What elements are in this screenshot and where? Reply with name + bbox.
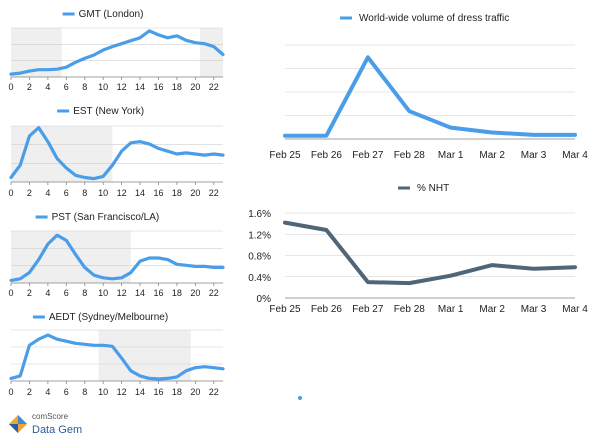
legend-label: % NHT	[417, 183, 449, 194]
x-tick-label: 12	[117, 188, 127, 198]
x-tick-label: 4	[45, 288, 50, 298]
x-tick-label: Mar 2	[479, 150, 505, 161]
x-tick-label: 2	[27, 288, 32, 298]
x-tick-label: Feb 28	[394, 304, 426, 315]
x-tick-label: 14	[135, 288, 145, 298]
x-tick-label: Feb 27	[352, 304, 384, 315]
x-tick-label: 18	[172, 288, 182, 298]
x-tick-label: 6	[64, 188, 69, 198]
y-tick-label: 0.8%	[248, 252, 271, 263]
x-tick-label: Feb 27	[352, 150, 384, 161]
x-tick-label: 10	[98, 188, 108, 198]
x-tick-label: 12	[117, 82, 127, 92]
x-tick-label: Mar 3	[521, 150, 547, 161]
x-tick-label: 6	[64, 82, 69, 92]
legend-label: World-wide volume of dress traffic	[359, 13, 509, 24]
x-tick-label: 0	[8, 82, 13, 92]
y-tick-label: 1.2%	[248, 230, 271, 241]
x-tick-label: 14	[135, 387, 145, 397]
x-tick-label: 8	[82, 387, 87, 397]
x-tick-label: 6	[64, 288, 69, 298]
x-tick-label: 16	[153, 188, 163, 198]
y-tick-label: 0%	[257, 294, 272, 305]
x-tick-label: 22	[209, 387, 219, 397]
comscore-logo: comScore Data Gem	[8, 410, 128, 442]
x-tick-label: 10	[98, 387, 108, 397]
series-line	[9, 29, 225, 76]
x-tick-label: 2	[27, 188, 32, 198]
x-tick-label: Mar 4	[562, 304, 588, 315]
x-tick-label: 8	[82, 288, 87, 298]
x-tick-label: 16	[153, 288, 163, 298]
x-tick-label: 6	[64, 387, 69, 397]
x-tick-label: 4	[45, 82, 50, 92]
x-tick-label: 12	[117, 387, 127, 397]
x-tick-label: 2	[27, 387, 32, 397]
x-tick-label: 18	[172, 82, 182, 92]
logo-brand-text: comScore	[32, 412, 69, 421]
x-tick-label: Feb 28	[394, 150, 426, 161]
shaded-period	[199, 28, 223, 77]
x-tick-label: 4	[45, 188, 50, 198]
shaded-period	[11, 126, 113, 182]
legend-label: PST (San Francisco/LA)	[52, 212, 160, 223]
legend-label: AEDT (Sydney/Melbourne)	[49, 312, 168, 323]
series-line	[9, 233, 225, 282]
x-tick-label: 14	[135, 82, 145, 92]
x-tick-label: 8	[82, 188, 87, 198]
legend-label: GMT (London)	[79, 9, 144, 20]
series-line	[283, 220, 577, 286]
x-tick-label: Mar 2	[479, 304, 505, 315]
legend-label: EST (New York)	[73, 106, 144, 117]
x-tick-label: Mar 1	[438, 150, 464, 161]
x-tick-label: 12	[117, 288, 127, 298]
x-tick-label: 16	[153, 82, 163, 92]
x-tick-label: 10	[98, 288, 108, 298]
x-tick-label: 22	[209, 188, 219, 198]
x-tick-label: 2	[27, 82, 32, 92]
y-tick-label: 1.6%	[248, 209, 271, 220]
x-tick-label: 20	[190, 188, 200, 198]
x-tick-label: 20	[190, 82, 200, 92]
x-tick-label: 4	[45, 387, 50, 397]
x-tick-label: Feb 26	[311, 150, 343, 161]
x-tick-label: Mar 1	[438, 304, 464, 315]
x-tick-label: 10	[98, 82, 108, 92]
x-tick-label: 18	[172, 188, 182, 198]
series-line	[9, 333, 225, 381]
x-tick-label: 22	[209, 288, 219, 298]
x-tick-label: 20	[190, 387, 200, 397]
x-tick-label: 0	[8, 288, 13, 298]
x-tick-label: 0	[8, 188, 13, 198]
x-tick-label: Feb 25	[269, 150, 301, 161]
x-tick-label: 0	[8, 387, 13, 397]
shaded-period	[98, 330, 191, 381]
x-tick-label: 8	[82, 82, 87, 92]
series-line	[283, 55, 577, 138]
x-tick-label: Feb 26	[311, 304, 343, 315]
x-tick-label: Feb 25	[269, 304, 301, 315]
x-tick-label: Mar 4	[562, 150, 588, 161]
x-tick-label: 18	[172, 387, 182, 397]
x-tick-label: 14	[135, 188, 145, 198]
y-tick-label: 0.4%	[248, 273, 271, 284]
x-tick-label: Mar 3	[521, 304, 547, 315]
x-tick-label: 16	[153, 387, 163, 397]
x-tick-label: 20	[190, 288, 200, 298]
x-tick-label: 22	[209, 82, 219, 92]
shaded-period	[11, 231, 131, 283]
comscore-logo-icon	[9, 415, 27, 433]
series-line	[9, 126, 225, 181]
decorative-dot	[298, 396, 302, 400]
logo-product-text: Data Gem	[32, 424, 83, 436]
